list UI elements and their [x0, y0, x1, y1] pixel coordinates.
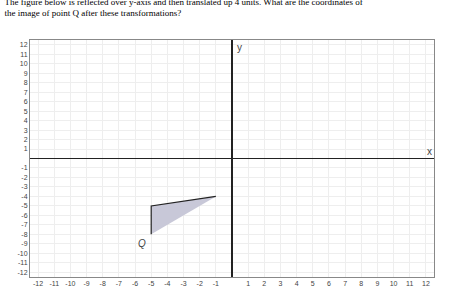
- svg-text:4: 4: [24, 117, 28, 124]
- svg-text:-7: -7: [21, 221, 27, 228]
- svg-text:5: 5: [24, 108, 28, 115]
- svg-text:-4: -4: [164, 280, 170, 287]
- svg-text:-2: -2: [21, 174, 27, 181]
- svg-text:-10: -10: [17, 250, 27, 257]
- svg-text:1: 1: [24, 145, 28, 152]
- svg-text:7: 7: [343, 280, 347, 287]
- svg-text:-5: -5: [21, 202, 27, 209]
- svg-text:x: x: [427, 146, 432, 157]
- svg-text:-3: -3: [180, 280, 186, 287]
- svg-text:10: 10: [20, 60, 28, 67]
- svg-text:-4: -4: [21, 193, 27, 200]
- svg-text:4: 4: [295, 280, 299, 287]
- svg-text:-8: -8: [100, 280, 106, 287]
- svg-text:6: 6: [24, 98, 28, 105]
- svg-text:The figure below is reflected: The figure below is reflected over y-axi…: [5, 0, 363, 18]
- svg-text:8: 8: [24, 79, 28, 86]
- svg-text:2: 2: [24, 136, 28, 143]
- svg-text:y: y: [237, 42, 242, 53]
- svg-text:11: 11: [20, 51, 27, 58]
- svg-text:-12: -12: [17, 269, 27, 276]
- svg-text:3: 3: [24, 127, 28, 134]
- svg-text:12: 12: [20, 41, 28, 48]
- svg-text:1: 1: [246, 280, 250, 287]
- svg-text:-3: -3: [21, 183, 27, 190]
- svg-text:10: 10: [390, 280, 398, 287]
- svg-text:-1: -1: [21, 164, 27, 171]
- svg-text:-6: -6: [21, 212, 27, 219]
- svg-text:-11: -11: [18, 259, 28, 266]
- svg-text:12: 12: [422, 280, 430, 287]
- svg-text:9: 9: [375, 280, 379, 287]
- svg-text:-2: -2: [197, 280, 203, 287]
- svg-text:8: 8: [359, 280, 363, 287]
- svg-text:-9: -9: [21, 240, 27, 247]
- svg-text:11: 11: [406, 280, 413, 287]
- svg-text:-8: -8: [21, 231, 27, 238]
- svg-text:-9: -9: [83, 280, 89, 287]
- svg-text:6: 6: [327, 280, 331, 287]
- svg-text:-6: -6: [132, 280, 138, 287]
- svg-text:3: 3: [279, 280, 283, 287]
- svg-text:-5: -5: [148, 280, 154, 287]
- svg-text:-10: -10: [65, 280, 75, 287]
- svg-text:-7: -7: [116, 280, 122, 287]
- svg-text:7: 7: [24, 89, 28, 96]
- svg-text:5: 5: [311, 280, 315, 287]
- svg-text:-11: -11: [49, 280, 59, 287]
- svg-text:2: 2: [262, 280, 266, 287]
- svg-text:-12: -12: [33, 280, 43, 287]
- svg-text:-1: -1: [213, 280, 219, 287]
- svg-text:Q: Q: [138, 238, 146, 249]
- svg-text:9: 9: [24, 70, 28, 77]
